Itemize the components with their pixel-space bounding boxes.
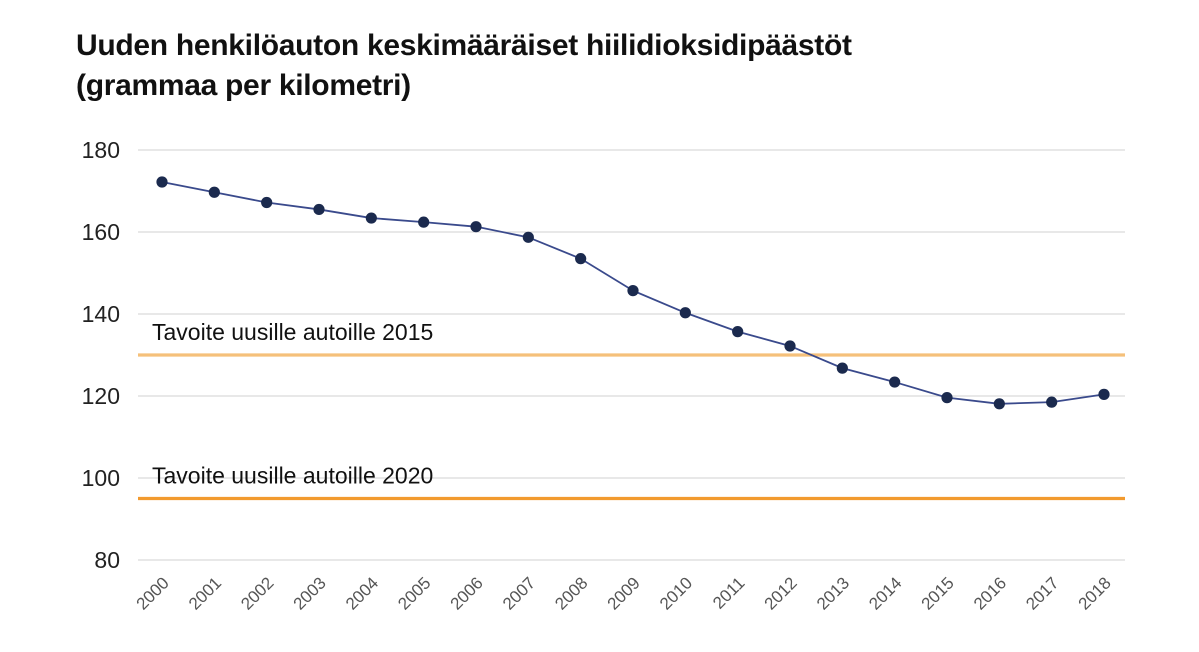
chart-title-line-2: (grammaa per kilometri) (76, 69, 411, 102)
x-tick-label: 2001 (185, 573, 225, 613)
data-point (470, 221, 482, 233)
data-point (313, 203, 325, 216)
data-point (418, 216, 430, 228)
x-tick-label: 2006 (447, 573, 487, 613)
data-point (941, 392, 953, 404)
x-tick-label: 2004 (342, 573, 382, 613)
x-tick-label: 2014 (865, 573, 905, 613)
chart-title-line-1: Uuden henkilöauton keskimääräiset hiilid… (76, 29, 852, 62)
x-tick-label: 2017 (1022, 573, 1062, 613)
y-tick-label: 160 (82, 219, 120, 245)
data-point (1098, 388, 1110, 400)
y-tick-label: 80 (94, 547, 120, 573)
x-tick-label: 2009 (604, 573, 644, 613)
x-tick-label: 2016 (970, 573, 1010, 613)
x-tick-label: 2018 (1075, 573, 1115, 613)
target-line-label: Tavoite uusille autoille 2020 (152, 463, 433, 489)
data-point (993, 398, 1005, 410)
data-point (889, 376, 901, 388)
x-tick-label: 2011 (709, 573, 748, 612)
x-tick-label: 2002 (237, 573, 277, 613)
data-point (575, 253, 587, 265)
x-tick-label: 2010 (656, 573, 696, 613)
y-tick-label: 180 (82, 137, 120, 163)
data-point (365, 212, 377, 224)
data-point (156, 176, 168, 188)
data-point (732, 326, 744, 338)
y-tick-label: 140 (82, 301, 120, 327)
x-tick-label: 2000 (133, 573, 173, 613)
data-point (836, 362, 848, 374)
x-tick-label: 2005 (394, 573, 434, 613)
data-point (1046, 396, 1058, 408)
y-tick-label: 100 (82, 465, 120, 491)
x-tick-label: 2007 (499, 573, 539, 613)
y-tick-label: 120 (82, 383, 120, 409)
data-point (679, 307, 691, 319)
x-tick-label: 2012 (761, 573, 801, 613)
data-point (522, 231, 534, 243)
x-tick-label: 2003 (290, 573, 330, 613)
data-point (208, 186, 220, 198)
x-tick-label: 2015 (918, 573, 958, 613)
target-line-label: Tavoite uusille autoille 2015 (152, 319, 433, 345)
data-point (784, 340, 796, 352)
x-tick-label: 2013 (813, 573, 853, 613)
data-point (261, 196, 273, 209)
chart-title: Uuden henkilöauton keskimääräiset hiilid… (76, 26, 852, 106)
data-point (627, 285, 639, 297)
x-tick-label: 2008 (551, 573, 591, 613)
